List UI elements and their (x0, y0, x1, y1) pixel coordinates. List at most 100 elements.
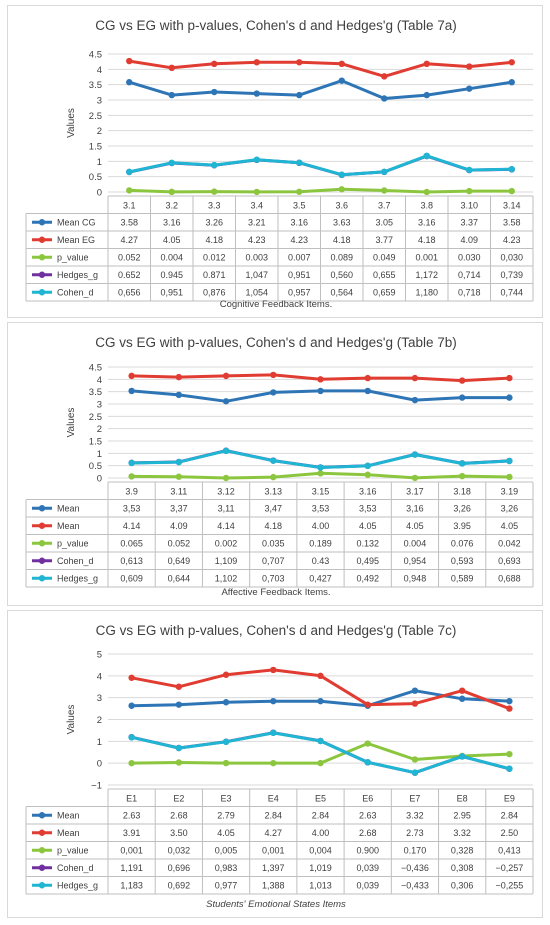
data-point (338, 186, 345, 193)
legend-entry: Mean CG (57, 217, 96, 227)
data-label: 3,53 (312, 503, 330, 513)
data-label: 0.001 (415, 252, 438, 262)
data-label: −0,255 (495, 880, 523, 890)
data-point (458, 695, 466, 702)
data-point (211, 60, 218, 68)
legend-entry: Mean (57, 521, 80, 531)
data-label: 1,388 (262, 880, 285, 890)
y-tick-label: 1 (97, 449, 102, 460)
y-tick-label: 0.5 (89, 461, 102, 472)
data-point (423, 152, 430, 160)
y-tick-label: 0 (97, 188, 102, 199)
legend-entry: Cohen_d (57, 287, 94, 297)
x-tick-label: E5 (315, 793, 326, 803)
data-label: 3.77 (375, 235, 393, 245)
data-label: 3,26 (501, 503, 519, 513)
legend-entry: Mean EG (57, 235, 95, 245)
data-point (317, 387, 324, 395)
data-label: 4.18 (333, 235, 351, 245)
data-point (128, 734, 135, 741)
data-point (222, 699, 230, 706)
data-point (126, 168, 133, 176)
data-point (253, 90, 260, 97)
x-tick-label: 3.3 (208, 200, 221, 210)
data-point (296, 59, 303, 66)
data-point (175, 373, 183, 381)
data-point (168, 91, 175, 99)
legend-entry: Hedges_g (57, 880, 98, 890)
x-tick-label: E3 (221, 793, 232, 803)
data-label: 0.43 (312, 556, 330, 566)
data-point (508, 165, 515, 173)
legend-swatch-marker (38, 540, 46, 547)
series-line (127, 187, 514, 194)
data-point (222, 671, 230, 678)
data-label: 4.00 (312, 828, 330, 838)
data-label: 0,954 (404, 556, 427, 566)
x-tick-label: 3.9 (125, 486, 138, 496)
data-point (317, 737, 324, 745)
chart-svg: CG vs EG with p-values, Cohen's d and He… (25, 623, 534, 910)
x-tick-label: E1 (126, 793, 137, 803)
data-point (222, 474, 230, 482)
data-label: 0.030 (458, 252, 481, 262)
series-line (127, 59, 514, 78)
y-tick-label: 4.5 (89, 363, 102, 374)
data-label: 3.58 (120, 217, 138, 227)
data-label: 0.052 (168, 538, 191, 548)
data-point (338, 77, 345, 84)
x-tick-label: E7 (409, 793, 420, 803)
legend-entry: Mean (57, 810, 80, 820)
legend-entry: p_value (57, 538, 89, 548)
data-point (175, 683, 183, 690)
data-point (253, 188, 260, 196)
data-label: 0,308 (451, 863, 474, 873)
x-tick-label: 3.7 (378, 200, 391, 210)
data-point (506, 750, 513, 758)
data-label: 2.63 (359, 810, 377, 820)
data-point (506, 697, 513, 705)
data-label: 3.05 (375, 217, 393, 227)
series-line (127, 79, 514, 100)
data-label: 0,656 (118, 287, 141, 297)
y-tick-label: 0.5 (89, 172, 102, 183)
data-label: 0,005 (215, 845, 238, 855)
x-axis-title: Affective Feedback Items. (221, 587, 330, 598)
y-tick-label: 4 (97, 375, 102, 386)
data-label: 2.68 (359, 828, 377, 838)
data-label: 3,53 (359, 503, 377, 513)
data-point (508, 187, 515, 195)
data-point (317, 376, 324, 383)
data-label: 4.23 (248, 235, 266, 245)
data-point (506, 473, 513, 481)
data-point (411, 474, 419, 482)
data-label: 3.16 (290, 217, 308, 227)
y-axis-title: Values (66, 408, 77, 438)
data-point (364, 462, 371, 470)
data-label: 3,37 (170, 503, 188, 513)
data-label: 0,030 (500, 252, 523, 262)
data-label: 0.012 (203, 252, 226, 262)
data-label: 0,649 (168, 556, 191, 566)
legend-swatch-marker (38, 557, 46, 564)
data-label: 0,564 (330, 287, 353, 297)
y-tick-label: 1 (97, 737, 102, 748)
data-label: 0,644 (168, 573, 191, 583)
x-axis-title: Cognitive Feedback Items. (220, 299, 332, 310)
data-label: 4.18 (418, 235, 436, 245)
data-label: 0.007 (288, 252, 311, 262)
data-point (222, 372, 230, 380)
legend-swatch-marker (38, 882, 46, 889)
data-label: −0,433 (401, 880, 429, 890)
data-label: 4.27 (120, 235, 138, 245)
y-tick-label: 0 (97, 759, 102, 770)
data-label: 0,948 (404, 573, 427, 583)
data-label: 1,109 (215, 556, 238, 566)
data-point (270, 371, 277, 379)
y-axis-title: Values (66, 705, 77, 735)
data-point (317, 464, 324, 471)
data-label: 0.004 (160, 252, 183, 262)
data-label: 3.21 (248, 217, 266, 227)
data-label: 4.23 (503, 235, 521, 245)
data-label: 0,977 (215, 880, 238, 890)
